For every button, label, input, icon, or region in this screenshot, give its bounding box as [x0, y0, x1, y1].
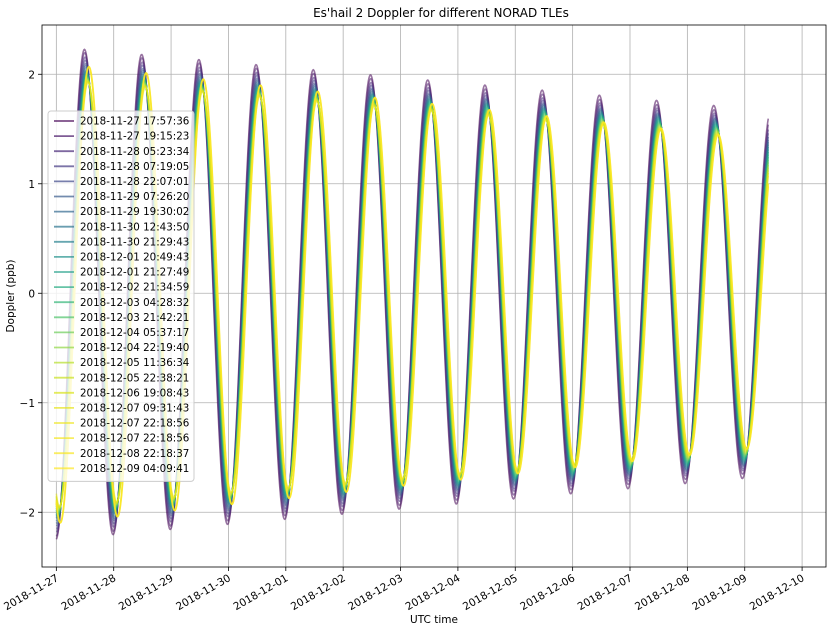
y-tick-label: −2 [20, 507, 35, 519]
series-lines [55, 48, 770, 540]
x-axis-label: UTC time [410, 614, 458, 626]
legend-entry: 2018-12-07 22:18:56 [80, 433, 189, 445]
legend-entry: 2018-12-04 22:19:40 [80, 342, 189, 354]
legend: 2018-11-27 17:57:36 2018-11-27 19:15:23 20… [47, 110, 195, 482]
y-tick-label: 2 [28, 69, 35, 81]
legend-entry: 2018-12-07 22:18:56 [80, 418, 189, 430]
legend-entry: 2018-11-28 07:19:05 [80, 161, 189, 173]
axes-frame [41, 24, 827, 568]
legend-entry: 2018-11-27 19:15:23 [80, 131, 189, 143]
legend-entry: 2018-11-27 17:57:36 [80, 116, 189, 128]
legend-entry: 2018-11-30 21:29:43 [80, 236, 189, 248]
legend-entry: 2018-12-06 19:08:43 [80, 387, 189, 399]
legend-entry: 2018-11-28 22:07:01 [80, 176, 189, 188]
legend-entry: 2018-11-28 05:23:34 [80, 146, 189, 158]
series-line [55, 65, 770, 524]
legend-entry: 2018-12-01 21:27:49 [80, 267, 189, 279]
legend-entry: 2018-11-30 12:43:50 [80, 221, 189, 233]
y-axis-label: Doppler (ppb) [5, 259, 17, 332]
y-tick-label: 1 [28, 179, 35, 191]
y-axis: −2 −1 0 1 2 [20, 69, 42, 519]
plot-area [55, 48, 770, 540]
legend-entry: 2018-12-04 05:37:17 [80, 327, 189, 339]
legend-entry: 2018-12-03 04:28:32 [80, 297, 189, 309]
chart-title: Es'hail 2 Doppler for different NORAD TL… [313, 6, 569, 20]
legend-entry: 2018-12-03 21:42:21 [80, 312, 189, 324]
y-tick-label: −1 [20, 398, 35, 410]
legend-entry: 2018-12-05 11:36:34 [80, 357, 189, 369]
legend-entry: 2018-12-08 22:18:37 [80, 448, 189, 460]
legend-entry: 2018-11-29 07:26:20 [80, 191, 189, 203]
legend-entry: 2018-12-09 04:09:41 [80, 463, 189, 475]
y-tick-label: 0 [28, 288, 35, 300]
legend-box [47, 110, 195, 482]
legend-entry: 2018-11-29 19:30:02 [80, 206, 189, 218]
legend-entry: 2018-12-05 22:38:21 [80, 372, 189, 384]
legend-entry: 2018-12-02 21:34:59 [80, 282, 189, 294]
legend-entry: 2018-12-07 09:31:43 [80, 403, 189, 415]
legend-entry: 2018-12-01 20:49:43 [80, 252, 189, 264]
